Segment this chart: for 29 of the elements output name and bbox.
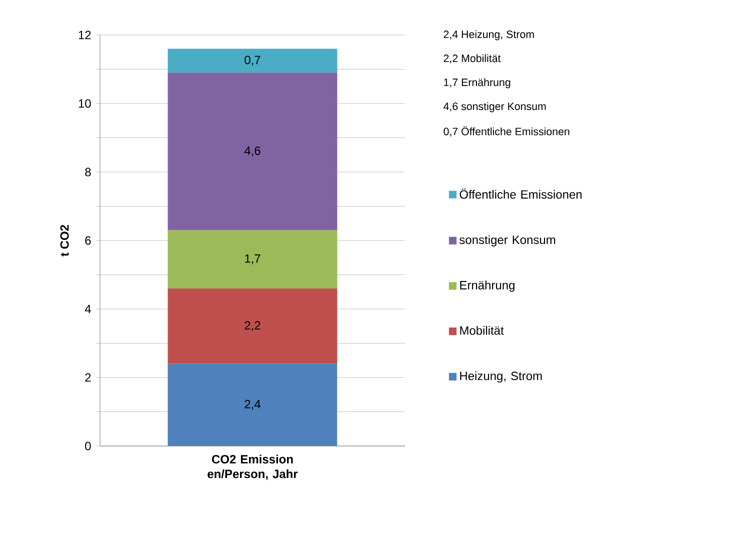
text: 1,7 Ernährung	[444, 78, 510, 88]
legend-label: sonstiger Konsum	[460, 235, 556, 246]
data-label: 4,6	[244, 146, 260, 156]
bar	[168, 364, 338, 446]
bar	[168, 230, 338, 288]
legend-label: Öffentliche Emissionen	[460, 188, 582, 199]
y-tick-label: 4	[84, 304, 91, 314]
bar	[168, 288, 338, 364]
y-tick-label: 6	[85, 236, 91, 245]
y-tick-label: 0	[85, 442, 91, 450]
text: 2,4 Heizung, Strom	[444, 30, 534, 40]
legend-label: Heizung, Strom	[460, 371, 542, 383]
y-tick-label: 12	[78, 30, 91, 40]
data-label: 2,2	[244, 321, 260, 332]
data-label: 1,7	[245, 254, 260, 264]
legend-label: Mobilität	[460, 326, 504, 335]
y-tick-label: 10	[78, 99, 91, 108]
y-tick-label: 2	[85, 373, 91, 382]
text: 4,6 sonstiger Konsum	[444, 102, 546, 112]
bar	[168, 48, 338, 73]
text: 0,7 Öffentliche Emissionen	[444, 126, 570, 137]
y-tick-label: 8	[85, 168, 91, 176]
y-axis-title: t CO2	[60, 224, 69, 256]
data-label: 2,4	[244, 400, 260, 410]
bar	[168, 72, 338, 230]
x-tick-label: CO2 Emission en/Person, Jahr	[208, 454, 298, 480]
text: 2,2 Mobilität	[444, 54, 501, 64]
data-label: 0,7	[244, 56, 260, 66]
legend-label: Ernährung	[460, 280, 514, 292]
